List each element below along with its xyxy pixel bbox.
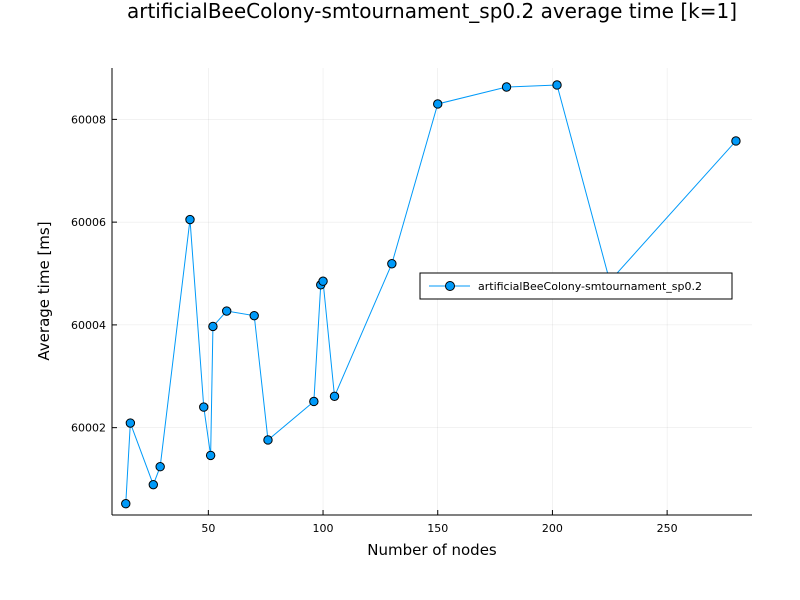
x-tick-label: 250: [657, 522, 678, 535]
y-ticks: 60002 60004 60006 60008: [71, 113, 117, 435]
legend-label: artificialBeeColony-smtournament_sp0.2: [478, 280, 702, 293]
data-point: [125, 418, 136, 428]
data-point: [318, 276, 328, 286]
x-ticks: 50 100 150 200 250: [201, 510, 678, 535]
x-tick-label: 100: [313, 522, 334, 535]
legend: artificialBeeColony-smtournament_sp0.2: [419, 272, 733, 300]
x-tick-label: 200: [542, 522, 563, 535]
data-point: [205, 450, 216, 461]
data-point: [309, 396, 319, 407]
data-point: [121, 498, 131, 509]
data-point: [552, 80, 562, 90]
legend-marker: [445, 281, 455, 291]
y-axis-label: Average time [ms]: [35, 221, 53, 360]
data-point: [501, 82, 512, 92]
data-point: [387, 259, 397, 269]
data-point: [155, 462, 165, 472]
y-tick-label: 60004: [71, 319, 106, 332]
data-point: [263, 435, 273, 445]
y-tick-label: 60002: [71, 422, 106, 435]
data-point: [199, 402, 209, 412]
data-point: [208, 321, 218, 332]
data-point: [249, 310, 259, 321]
data-point: [329, 391, 340, 402]
x-tick-label: 150: [427, 522, 448, 535]
data-point: [221, 306, 232, 316]
y-tick-label: 60006: [71, 216, 106, 229]
series-layer: [121, 80, 741, 509]
data-point: [185, 214, 195, 225]
legend-box: [419, 272, 733, 300]
x-tick-label: 50: [201, 522, 215, 535]
x-axis-label: Number of nodes: [367, 541, 497, 559]
data-point: [433, 99, 443, 109]
chart-title: artificialBeeColony-smtournament_sp0.2 a…: [127, 0, 737, 23]
y-tick-label: 60008: [71, 113, 106, 126]
data-point: [148, 479, 158, 490]
data-point: [731, 136, 741, 146]
